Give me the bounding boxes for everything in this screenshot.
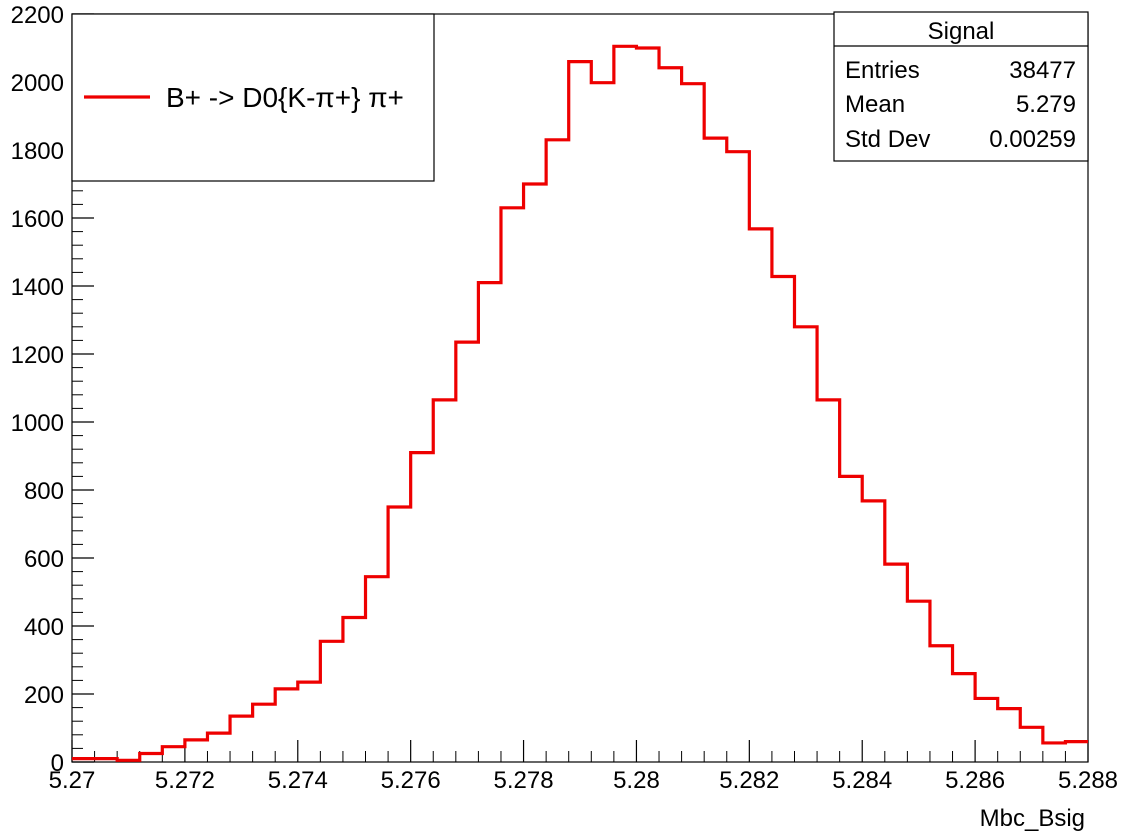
x-tick-label: 5.282 <box>719 767 779 794</box>
stats-box: Signal Entries 38477 Mean 5.279 Std Dev … <box>833 11 1089 162</box>
y-tick-label: 200 <box>24 682 64 709</box>
stats-entries-label: Entries <box>845 57 920 84</box>
legend-entry-label: B+ -> D0{K-π+} π+ <box>166 82 404 113</box>
x-axis-label: Mbc_Bsig <box>980 805 1085 832</box>
x-tick-label: 5.274 <box>268 767 328 794</box>
y-tick-label: 1000 <box>11 410 64 437</box>
y-tick-label: 1200 <box>11 342 64 369</box>
axis-tick-labels: 0 200 400 600 800 1000 1200 1400 1600 1800 2000 220… <box>11 2 1118 794</box>
x-tick-label: 5.288 <box>1058 767 1118 794</box>
x-tick-label: 5.286 <box>945 767 1005 794</box>
x-tick-label: 5.276 <box>381 767 441 794</box>
y-tick-label: 0 <box>51 750 64 777</box>
x-tick-label: 5.284 <box>832 767 892 794</box>
y-tick-label: 800 <box>24 478 64 505</box>
legend: B+ -> D0{K-π+} π+ <box>71 13 435 182</box>
stats-entries-value: 38477 <box>1009 57 1076 84</box>
x-tick-label: 5.278 <box>494 767 554 794</box>
stats-box-frame <box>833 11 1089 162</box>
x-tick-label: 5.272 <box>155 767 215 794</box>
y-tick-label: 1600 <box>11 206 64 233</box>
y-tick-label: 400 <box>24 614 64 641</box>
stats-stddev-label: Std Dev <box>845 126 930 153</box>
y-tick-label: 1800 <box>11 138 64 165</box>
y-tick-label: 2200 <box>11 2 64 29</box>
stats-mean-value: 5.279 <box>1016 91 1076 118</box>
plot-frame <box>71 13 1089 763</box>
histogram-series-line <box>72 44 1088 762</box>
x-tick-label: 5.28 <box>613 767 660 794</box>
y-tick-label: 600 <box>24 546 64 573</box>
y-tick-label: 2000 <box>11 70 64 97</box>
stats-box-title: Signal <box>928 18 995 45</box>
y-tick-label: 1400 <box>11 274 64 301</box>
x-tick-label: 5.27 <box>49 767 96 794</box>
stats-stddev-value: 0.00259 <box>989 126 1076 153</box>
stats-mean-label: Mean <box>845 91 905 118</box>
